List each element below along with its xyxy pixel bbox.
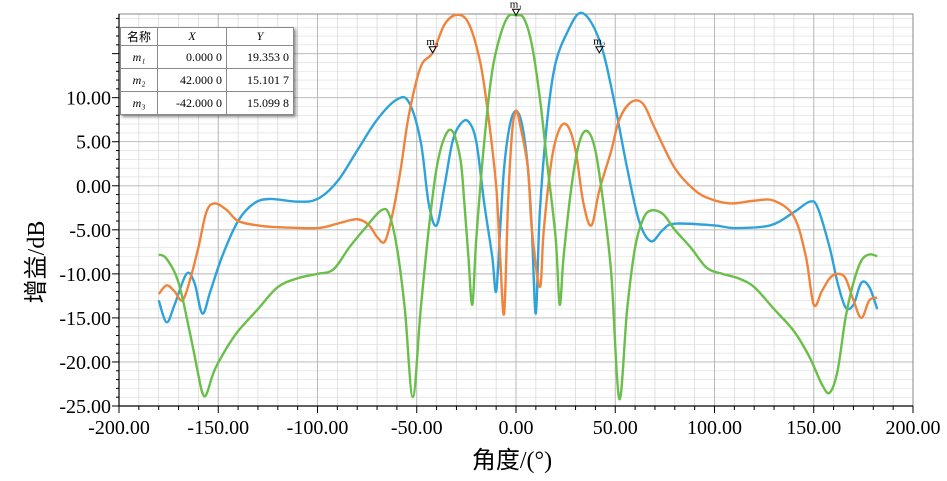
x-tick-label: -50.00 — [391, 417, 443, 439]
x-tick-label: 200.00 — [886, 417, 941, 439]
y-tick-label: -15.00 — [59, 308, 111, 330]
marker-row: m₃ -42.000 0 15.099 8 — [120, 91, 294, 115]
x-tick-label: 50.00 — [593, 417, 638, 439]
marker-table-header: 名称 X Y — [120, 27, 294, 46]
y-tick-label: -5.00 — [69, 220, 111, 242]
axes — [112, 13, 914, 413]
marker-y: 15.099 8 — [226, 91, 294, 115]
x-tick-label: -150.00 — [187, 417, 249, 439]
series-line-2 — [157, 13, 878, 320]
marker-y: 15.101 7 — [226, 68, 294, 92]
header-y: Y — [226, 27, 294, 46]
y-tick-label: 5.00 — [76, 132, 111, 154]
tick-labels: -200.00 -150.00 -100.00 -50.00 0.00 50.00 100.… — [59, 88, 940, 439]
y-tick-label: -20.00 — [59, 352, 111, 374]
x-tick-label: 100.00 — [687, 417, 742, 439]
marker-x: 42.000 0 — [157, 68, 227, 92]
marker-triangle — [594, 46, 604, 54]
marker-table: 名称 X Y m₁ 0.000 0 19.353 0 m₂ 42.000 0 1… — [120, 27, 294, 115]
marker-row: m₂ 42.000 0 15.101 7 — [120, 68, 294, 92]
marker-y: 19.353 0 — [226, 45, 294, 69]
marker-name: m₁ — [120, 45, 158, 69]
marker-label: m₃ — [426, 36, 439, 48]
series-line-1 — [157, 11, 879, 324]
marker-label: m₁ — [510, 0, 523, 10]
x-tick-label: 150.00 — [786, 417, 841, 439]
marker-name: m₂ — [120, 68, 158, 92]
y-tick-label: 10.00 — [66, 88, 111, 110]
x-axis-title: 角度/(°) — [472, 447, 552, 474]
x-tick-label: 0.00 — [499, 417, 534, 439]
markers: m₁ m₂ m₃ — [426, 0, 606, 54]
marker-row: m₁ 0.000 0 19.353 0 — [120, 45, 294, 69]
y-axis-title: 增益/dB — [23, 221, 50, 304]
header-name: 名称 — [120, 27, 158, 46]
x-tick-label: -200.00 — [88, 417, 150, 439]
header-x: X — [157, 27, 227, 46]
marker-triangle — [428, 46, 438, 54]
marker-triangle — [511, 8, 521, 17]
y-tick-label: -10.00 — [59, 264, 111, 286]
marker-x: 0.000 0 — [157, 45, 227, 69]
y-tick-label: -25.00 — [59, 396, 111, 418]
y-tick-label: 0.00 — [76, 176, 111, 198]
marker-name: m₃ — [120, 91, 158, 115]
marker-label: m₂ — [593, 36, 606, 48]
x-tick-label: -100.00 — [287, 417, 349, 439]
marker-x: -42.000 0 — [157, 91, 227, 115]
